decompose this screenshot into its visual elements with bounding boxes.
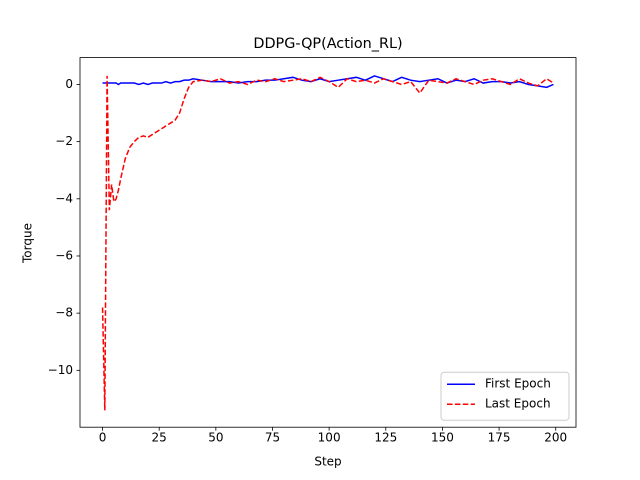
x-tick-label: 125 xyxy=(374,431,397,445)
x-axis-label: Step xyxy=(314,455,341,469)
y-tick-label: 0 xyxy=(65,77,73,91)
y-tick-label: −4 xyxy=(55,191,73,205)
x-tick-label: 75 xyxy=(265,431,280,445)
x-tick-label: 25 xyxy=(152,431,167,445)
y-axis-label: Torque xyxy=(21,223,35,264)
data-line xyxy=(101,75,554,411)
y-tick-label: −10 xyxy=(48,363,73,377)
x-tick-label: 0 xyxy=(99,431,107,445)
x-tick-label: 50 xyxy=(208,431,223,445)
x-tick-label: 100 xyxy=(318,431,341,445)
y-tick-label: −6 xyxy=(55,248,73,262)
y-tick-label: −8 xyxy=(55,306,73,320)
plot-frame xyxy=(79,57,577,428)
x-tick-label: 175 xyxy=(488,431,511,445)
legend-label: First Epoch xyxy=(485,377,551,391)
y-tick-label: −2 xyxy=(55,134,73,148)
chart-title: DDPG-QP(Action_RL) xyxy=(253,36,402,52)
legend-label: Last Epoch xyxy=(485,397,551,411)
data-line xyxy=(102,75,554,89)
x-tick-label: 200 xyxy=(544,431,567,445)
x-tick-label: 150 xyxy=(431,431,454,445)
